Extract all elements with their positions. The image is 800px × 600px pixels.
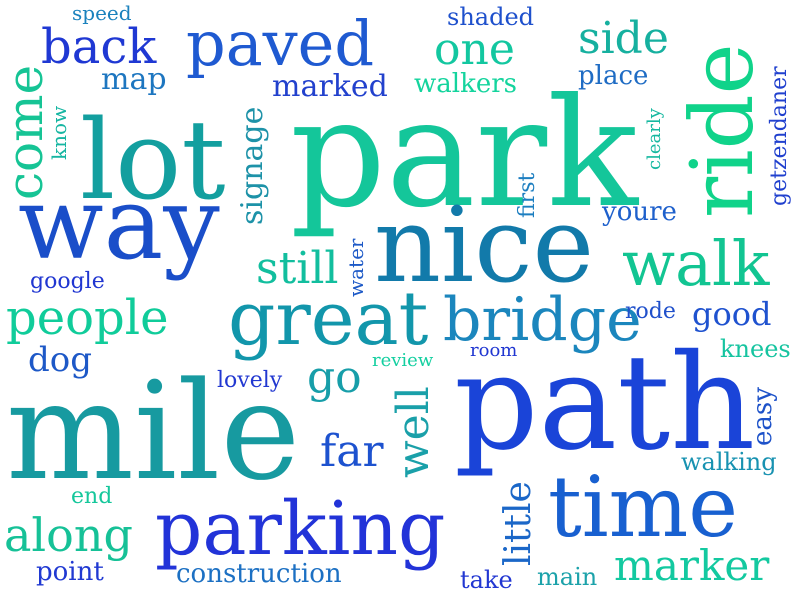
word-marker: marker — [614, 541, 770, 590]
word-parking: parking — [155, 486, 445, 572]
word-signage: signage — [235, 107, 270, 225]
word-nice: nice — [374, 184, 594, 306]
word-people: people — [6, 290, 169, 346]
word-bridge: bridge — [443, 285, 642, 355]
word-knees: knees — [720, 335, 791, 363]
word-time: time — [548, 458, 738, 556]
word-know: know — [47, 106, 71, 160]
word-water: water — [344, 238, 368, 297]
word-rode: rode — [625, 299, 676, 324]
word-speed: speed — [72, 1, 132, 25]
word-park: park — [290, 67, 639, 241]
word-good: good — [692, 295, 772, 333]
word-google: google — [30, 269, 105, 294]
word-little: little — [498, 481, 539, 566]
word-side: side — [578, 13, 669, 64]
word-place: place — [578, 61, 648, 91]
word-review: review — [372, 350, 434, 371]
word-still: still — [256, 243, 338, 294]
word-well: well — [388, 386, 439, 478]
word-far: far — [320, 426, 385, 477]
word-great: great — [228, 276, 429, 362]
word-end: end — [71, 484, 112, 509]
word-main: main — [537, 563, 597, 591]
word-youre: youre — [601, 197, 677, 227]
word-one: one — [434, 24, 515, 75]
word-walk: walk — [622, 227, 770, 300]
word-easy: easy — [748, 387, 778, 446]
word-take: take — [460, 566, 513, 594]
word-room: room — [470, 340, 517, 361]
word-walkers: walkers — [414, 69, 517, 99]
word-lovely: lovely — [217, 368, 283, 393]
word-paved: paved — [186, 7, 374, 80]
word-shaded: shaded — [447, 3, 534, 31]
word-first: first — [515, 173, 540, 218]
word-getzendaner: getzendaner — [767, 66, 792, 206]
word-clearly: clearly — [644, 107, 665, 170]
word-walking: walking — [681, 448, 777, 476]
word-come: come — [0, 65, 54, 200]
word-ride: ride — [673, 43, 773, 218]
word-construction: construction — [176, 559, 342, 589]
word-mile: mile — [6, 353, 300, 510]
word-lot: lot — [80, 96, 226, 224]
word-path: path — [454, 326, 755, 480]
word-map: map — [101, 62, 167, 97]
word-way: way — [18, 165, 220, 282]
word-back: back — [41, 19, 157, 75]
word-go: go — [307, 352, 362, 403]
word-along: along — [4, 508, 133, 562]
word-marked: marked — [272, 69, 388, 104]
word-point: point — [36, 557, 104, 587]
word-dog: dog — [28, 340, 92, 380]
